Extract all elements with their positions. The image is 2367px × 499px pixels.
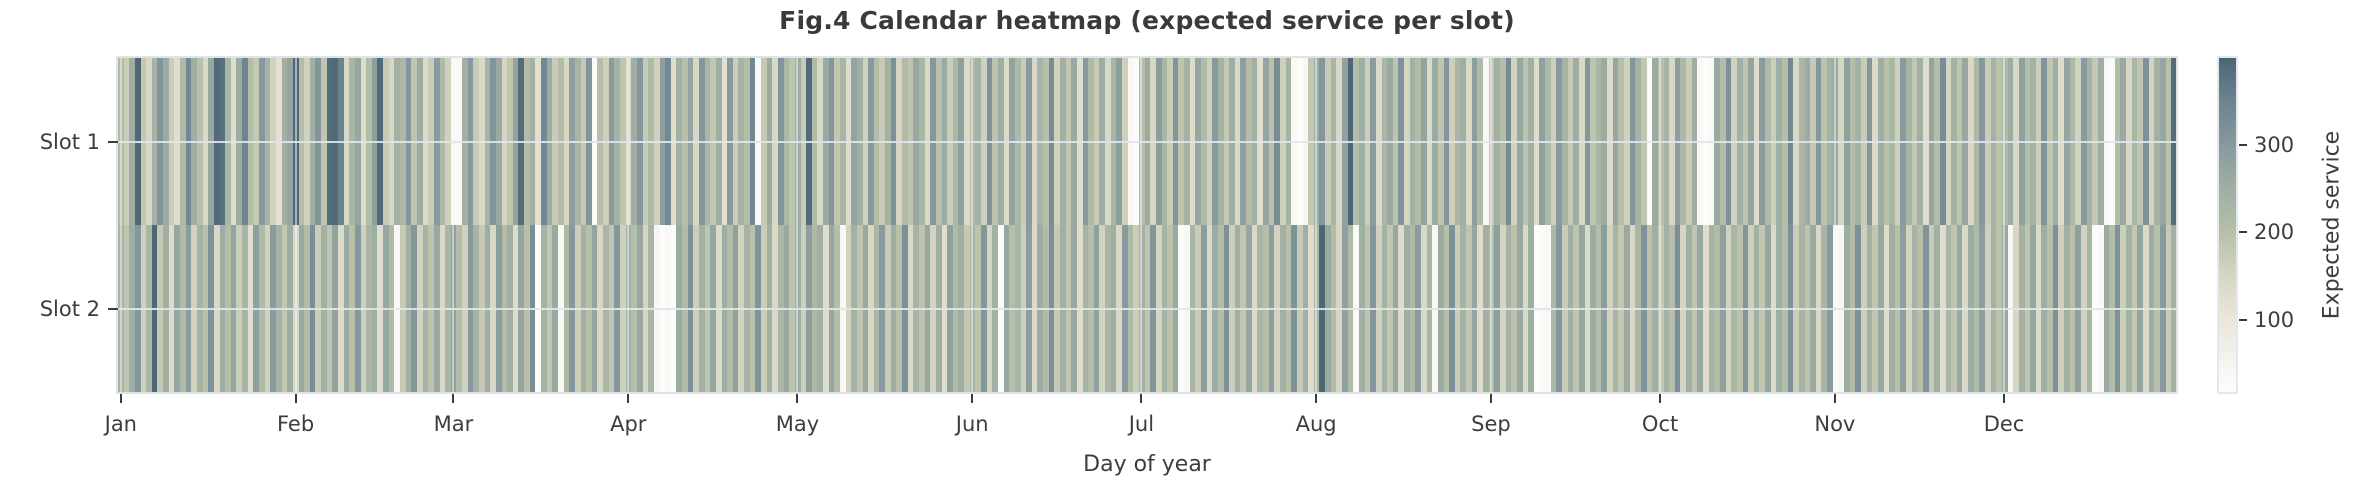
x-tick-mark [1140,394,1143,403]
x-tick-mark [119,394,122,403]
y-tick-mark [108,140,118,143]
x-tick-label: Mar [433,412,474,436]
x-tick-mark [971,394,974,403]
heatmap-row [118,58,2177,225]
y-tick-label: Slot 2 [39,296,100,321]
colorbar-tick-label: 100 [2254,307,2295,332]
x-tick-label: Oct [1641,412,1679,436]
colorbar [2217,56,2238,394]
x-tick-label: Feb [277,412,315,436]
x-tick-mark [2003,394,2006,403]
y-tick-mark [108,307,118,310]
colorbar-tick-label: 300 [2254,133,2295,158]
x-tick-mark [452,394,455,403]
heatmap-plot [116,56,2178,394]
x-tick-label: May [775,412,820,436]
colorbar-tick-mark [2239,318,2247,321]
colorbar-tick-label: 200 [2254,220,2295,245]
chart-title: Fig.4 Calendar heatmap (expected service… [779,6,1515,35]
x-tick-mark [1315,394,1318,403]
y-tick-label: Slot 1 [39,129,100,154]
heatmap-cell [2171,58,2177,225]
heatmap-row [118,225,2177,392]
x-tick-label: Jun [955,412,989,436]
x-tick-mark [294,394,297,403]
x-tick-label: Nov [1814,412,1856,436]
x-axis-label: Day of year [1083,452,1211,477]
colorbar-tick-mark [2239,231,2247,234]
x-tick-mark [627,394,630,403]
x-tick-label: Apr [610,412,647,436]
x-tick-label: Jul [1128,412,1155,436]
x-tick-label: Dec [1983,412,2025,436]
colorbar-tick-mark [2239,144,2247,147]
x-tick-mark [796,394,799,403]
x-tick-label: Aug [1295,412,1337,436]
x-tick-label: Jan [104,412,137,436]
x-tick-label: Sep [1471,412,1511,436]
x-tick-mark [1833,394,1836,403]
x-tick-mark [1659,394,1662,403]
colorbar-label: Expected service [2319,130,2345,320]
heatmap-cell [2171,225,2177,392]
x-tick-mark [1489,394,1492,403]
